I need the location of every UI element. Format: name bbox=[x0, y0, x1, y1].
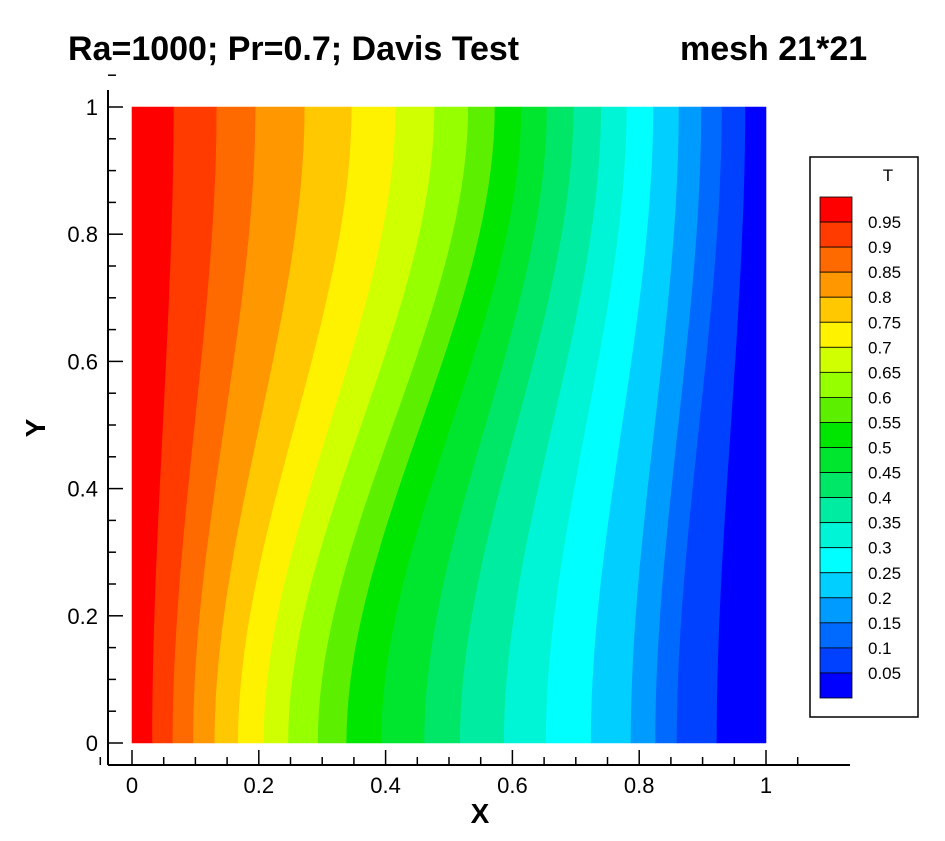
legend-label: 0.7 bbox=[868, 338, 892, 357]
legend-label: 0.65 bbox=[868, 363, 901, 382]
legend-swatch bbox=[819, 296, 853, 323]
legend-label: 0.75 bbox=[868, 313, 901, 332]
x-tick-label: 0.4 bbox=[370, 773, 401, 798]
legend-label: 0.9 bbox=[868, 238, 892, 257]
y-tick-label: 1 bbox=[86, 95, 98, 120]
legend-swatch bbox=[819, 522, 853, 549]
x-axis-label: X bbox=[471, 798, 490, 829]
legend-swatch bbox=[819, 271, 853, 298]
legend-title: T bbox=[883, 166, 893, 185]
x-tick-label: 0.8 bbox=[624, 773, 655, 798]
x-tick-label: 0.6 bbox=[497, 773, 528, 798]
chart-subtitle: mesh 21*21 bbox=[680, 30, 867, 68]
legend-label: 0.25 bbox=[868, 564, 901, 583]
x-tick-label: 0 bbox=[126, 773, 138, 798]
legend-label: 0.85 bbox=[868, 263, 901, 282]
legend-swatch bbox=[819, 447, 853, 473]
legend-swatch bbox=[819, 321, 853, 348]
x-tick-label: 0.2 bbox=[244, 773, 275, 798]
legend-swatch bbox=[819, 572, 853, 599]
chart-title: Ra=1000; Pr=0.7; Davis Test bbox=[68, 30, 519, 68]
y-axis-label: Y bbox=[20, 418, 51, 437]
legend-label: 0.45 bbox=[868, 464, 901, 483]
legend-label: 0.95 bbox=[868, 213, 901, 232]
legend-swatch bbox=[819, 396, 853, 423]
y-tick-label: 0.4 bbox=[67, 477, 98, 502]
legend-swatch bbox=[819, 196, 853, 223]
legend-label: 0.3 bbox=[868, 539, 892, 558]
color-legend: T 0.95 0.9 0.85 0.8 0.75 0.7 0.65 0.6 0.55 0.5 0.4… bbox=[809, 156, 919, 718]
legend-swatch bbox=[819, 622, 853, 649]
y-tick-label: 0 bbox=[86, 731, 98, 756]
legend-swatch bbox=[819, 497, 853, 524]
legend-swatch bbox=[819, 221, 853, 248]
legend-label: 0.35 bbox=[868, 514, 901, 533]
legend-label: 0.8 bbox=[868, 288, 892, 307]
legend-swatch bbox=[819, 422, 853, 448]
legend-label: 0.2 bbox=[868, 589, 892, 608]
legend-label: 0.6 bbox=[868, 388, 892, 407]
legend-swatch bbox=[819, 647, 853, 674]
legend-label: 0.4 bbox=[868, 489, 892, 508]
legend-swatch bbox=[819, 371, 853, 398]
legend-label: 0.05 bbox=[868, 664, 901, 683]
legend-swatch bbox=[819, 597, 853, 624]
temperature-contour-bands bbox=[131, 106, 767, 744]
legend-swatch bbox=[819, 547, 853, 574]
y-tick-label: 0.8 bbox=[67, 222, 98, 247]
legend-label: 0.15 bbox=[868, 614, 901, 633]
y-tick-label: 0.2 bbox=[67, 604, 98, 629]
legend-swatch bbox=[819, 246, 853, 273]
legend-swatch bbox=[819, 672, 853, 699]
legend-label: 0.1 bbox=[868, 639, 892, 658]
legend-label: 0.5 bbox=[868, 439, 892, 458]
y-tick-label: 0.6 bbox=[67, 349, 98, 374]
x-tick-label: 1 bbox=[760, 773, 772, 798]
y-axis-ticks: 0 0.2 0.4 0.6 0.8 1 bbox=[67, 74, 123, 756]
x-axis-ticks: 0 0.2 0.4 0.6 0.8 1 bbox=[99, 750, 799, 798]
legend-swatch bbox=[819, 472, 853, 498]
legend-label: 0.55 bbox=[868, 413, 901, 432]
legend-swatch bbox=[819, 346, 853, 373]
contour-band bbox=[716, 106, 767, 744]
